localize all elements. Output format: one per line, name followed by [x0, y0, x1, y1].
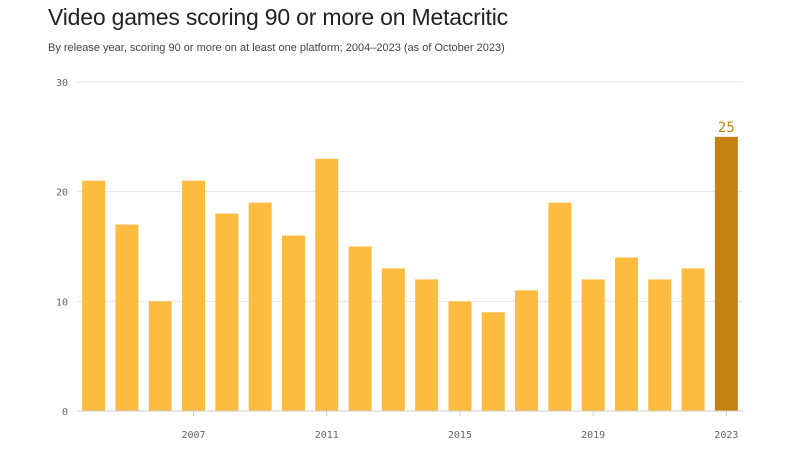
bar-2018 — [548, 202, 572, 411]
y-tick-label-10: 10 — [56, 297, 68, 308]
bar-2005 — [115, 224, 139, 411]
x-axis-ticks: 2007 2011 2015 2019 2023 — [182, 411, 738, 441]
y-tick-label-30: 30 — [56, 78, 68, 89]
bar-2011 — [315, 158, 339, 411]
bar-2019 — [581, 279, 605, 411]
x-tick-label-2007: 2007 — [182, 430, 206, 441]
bar-2013 — [381, 268, 405, 411]
y-axis-ticks: 0 10 20 30 — [56, 78, 68, 418]
y-tick-label-0: 0 — [62, 407, 68, 418]
bar-2004 — [82, 180, 106, 411]
bar-2023 — [714, 136, 738, 411]
bar-2021 — [648, 279, 672, 411]
x-tick-label-2015: 2015 — [448, 430, 472, 441]
gridlines — [77, 81, 743, 302]
bar-2022 — [681, 268, 705, 411]
x-tick-label-2019: 2019 — [581, 430, 605, 441]
bar-2012 — [348, 246, 372, 411]
bar-2009 — [248, 202, 272, 411]
bar-2020 — [614, 257, 638, 411]
x-tick-label-2023: 2023 — [714, 430, 738, 441]
bar-2010 — [281, 235, 305, 411]
data-label-2023: 25 — [718, 120, 735, 136]
y-tick-label-20: 20 — [56, 188, 68, 199]
bar-2006 — [148, 301, 172, 411]
bar-2007 — [182, 180, 206, 411]
bar-2016 — [481, 312, 505, 411]
bar-2008 — [215, 213, 239, 411]
bar-2015 — [448, 301, 472, 411]
chart-subtitle: By release year, scoring 90 or more on a… — [48, 42, 505, 54]
chart-title: Video games scoring 90 or more on Metacr… — [48, 4, 508, 30]
x-tick-label-2011: 2011 — [315, 430, 339, 441]
bar-2017 — [515, 290, 539, 411]
data-labels: 25 — [718, 120, 735, 136]
bar-2014 — [415, 279, 439, 411]
bars — [82, 136, 738, 411]
